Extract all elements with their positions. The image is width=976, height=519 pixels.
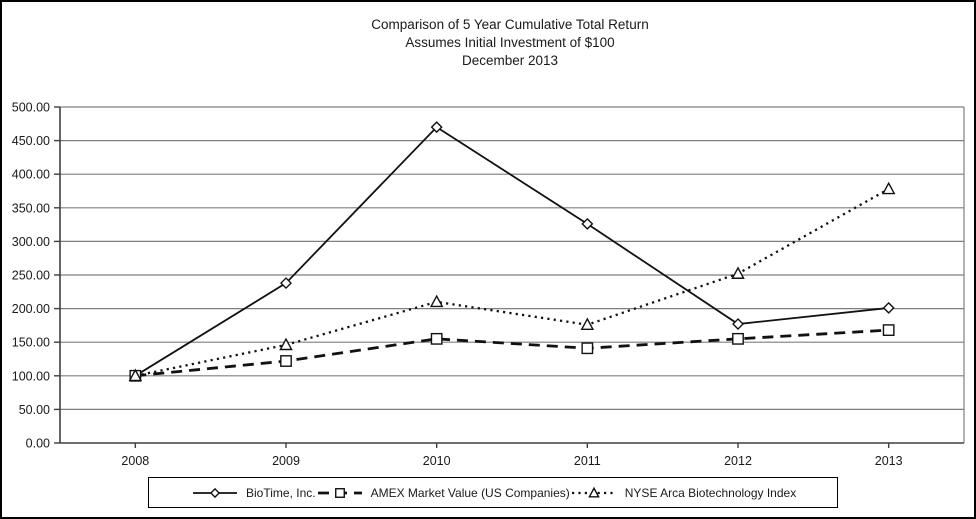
chart-legend: BioTime, Inc. AMEX Market Value (US Compa… <box>148 477 838 508</box>
legend-item: BioTime, Inc. <box>191 486 316 500</box>
legend-item: NYSE Arca Biotechnology Index <box>570 486 796 500</box>
diamond-marker-icon <box>280 277 292 290</box>
series-line-diamond <box>134 126 889 377</box>
y-tick-label: 400.00 <box>12 168 50 182</box>
y-tick-label: 450.00 <box>12 134 50 148</box>
y-tick-label: 300.00 <box>12 235 50 249</box>
triangle-marker-icon <box>279 337 293 351</box>
chart-subtitle: Assumes Initial Investment of $100 <box>405 35 615 50</box>
series-line-square <box>135 328 889 378</box>
x-tick-label: 2012 <box>724 454 752 468</box>
legend-label: NYSE Arca Biotechnology Index <box>624 485 797 500</box>
triangle-marker-icon <box>429 294 444 308</box>
square-marker-icon <box>430 332 443 345</box>
y-tick-label: 50.00 <box>19 403 50 417</box>
x-tick-label: 2011 <box>574 454 601 468</box>
triangle-marker-icon <box>588 486 600 497</box>
diamond-marker-icon <box>209 487 221 498</box>
legend-square-sample-icon <box>317 487 362 498</box>
y-tick-label: 350.00 <box>12 201 50 215</box>
y-tick-label: 200.00 <box>12 302 50 316</box>
legend-label: AMEX Market Value (US Companies) <box>370 485 570 500</box>
x-tick-label: 2009 <box>272 454 300 468</box>
x-tick-label: 2013 <box>875 454 903 468</box>
y-tick-label: 100.00 <box>12 369 50 383</box>
legend-item: AMEX Market Value (US Companies) <box>316 486 570 500</box>
square-marker-icon <box>334 487 345 498</box>
chart-title: Comparison of 5 Year Cumulative Total Re… <box>371 17 649 32</box>
diamond-marker-icon <box>882 301 895 314</box>
triangle-marker-icon <box>128 368 143 382</box>
diamond-marker-icon <box>430 121 443 134</box>
chart-date-line: December 2013 <box>461 53 559 68</box>
triangle-marker-icon <box>580 317 595 331</box>
legend-triangle-sample-icon <box>571 486 616 497</box>
diamond-marker-icon <box>581 217 594 230</box>
x-tick-label: 2010 <box>423 454 451 468</box>
legend-label: BioTime, Inc. <box>246 485 316 500</box>
y-tick-label: 150.00 <box>12 336 50 350</box>
y-tick-label: 0.00 <box>26 437 50 451</box>
triangle-marker-icon <box>881 181 896 195</box>
series-line-triangle <box>135 187 890 377</box>
y-tick-label: 250.00 <box>12 269 50 283</box>
square-marker-icon <box>581 342 594 355</box>
y-tick-label: 500.00 <box>12 101 50 115</box>
square-marker-icon <box>882 324 895 337</box>
x-tick-label: 2008 <box>121 454 149 468</box>
diamond-marker-icon <box>732 318 744 331</box>
legend-diamond-sample-icon <box>193 487 237 498</box>
square-marker-icon <box>280 355 292 367</box>
triangle-marker-icon <box>731 266 745 279</box>
chart-title-block: Comparison of 5 Year Cumulative Total Re… <box>58 16 962 70</box>
square-marker-icon <box>732 332 744 345</box>
